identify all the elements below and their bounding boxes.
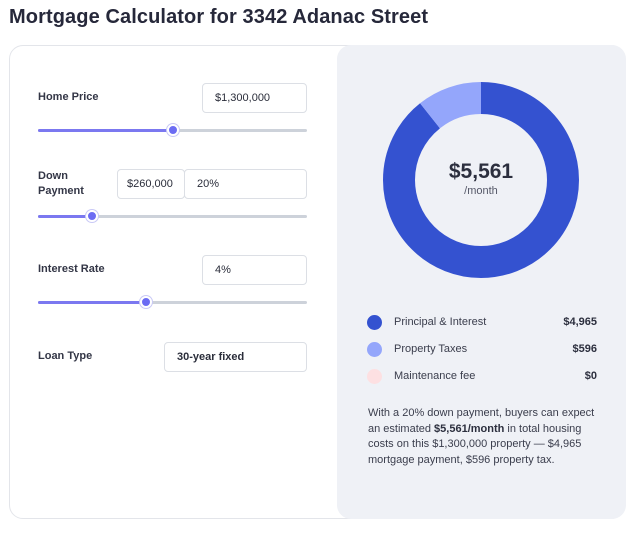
interest-rate-slider[interactable] bbox=[38, 296, 307, 308]
principal-legend-value: $4,965 bbox=[563, 316, 597, 328]
principal-legend-dot bbox=[367, 315, 382, 330]
summary-text-highlight: $5,561/month bbox=[434, 422, 505, 435]
legend-item-property-taxes: Property Taxes $596 bbox=[367, 342, 597, 358]
loan-type-label: Loan Type bbox=[38, 350, 93, 362]
summary-text-part1: With a 20% down payment, buyers can expe… bbox=[368, 407, 595, 435]
down-payment-slider[interactable] bbox=[38, 210, 307, 222]
maintenance-legend-value: $0 bbox=[584, 370, 597, 382]
down-payment-label: Down Payment bbox=[38, 169, 84, 199]
payment-summary-text: With a 20% down payment, buyers can expe… bbox=[368, 406, 602, 468]
home-price-slider[interactable] bbox=[38, 124, 307, 136]
legend-item-principal: Principal & Interest $4,965 bbox=[367, 315, 597, 331]
payment-donut-chart bbox=[383, 82, 579, 278]
down-payment-label-line1: Down bbox=[38, 170, 68, 182]
page-title: Mortgage Calculator for 3342 Adanac Stre… bbox=[9, 6, 429, 28]
maintenance-legend-dot bbox=[367, 369, 382, 384]
taxes-legend-value: $596 bbox=[572, 343, 597, 355]
monthly-payment-period: /month bbox=[464, 185, 498, 197]
maintenance-legend-label: Maintenance fee bbox=[394, 370, 476, 382]
loan-type-select[interactable]: 30-year fixed bbox=[164, 342, 307, 372]
summary-text-part2: in total housing costs on this $1,300,00… bbox=[368, 422, 582, 466]
summary-panel bbox=[337, 45, 626, 519]
legend-item-maintenance-fee: Maintenance fee $0 bbox=[367, 369, 597, 385]
down-payment-label-line2: Payment bbox=[38, 185, 84, 197]
down-payment-amount-input[interactable]: $260,000 bbox=[117, 169, 185, 199]
interest-rate-slider-handle[interactable] bbox=[139, 296, 152, 308]
down-payment-percent-input[interactable]: 20% bbox=[184, 169, 307, 199]
home-price-slider-handle[interactable] bbox=[166, 124, 179, 136]
taxes-legend-dot bbox=[367, 342, 382, 357]
interest-rate-label: Interest Rate bbox=[38, 263, 105, 275]
interest-rate-slider-fill bbox=[38, 301, 146, 304]
principal-legend-label: Principal & Interest bbox=[394, 316, 487, 328]
home-price-label: Home Price bbox=[38, 91, 99, 103]
home-price-input[interactable]: $1,300,000 bbox=[202, 83, 307, 113]
home-price-slider-fill bbox=[38, 129, 173, 132]
donut-segment-property-taxes bbox=[383, 82, 579, 278]
down-payment-slider-handle[interactable] bbox=[85, 210, 98, 222]
taxes-legend-label: Property Taxes bbox=[394, 343, 468, 355]
interest-rate-input[interactable]: 4% bbox=[202, 255, 307, 285]
donut-center: $5,561 /month bbox=[383, 160, 579, 197]
down-payment-slider-fill bbox=[38, 215, 92, 218]
monthly-payment-amount: $5,561 bbox=[448, 160, 514, 183]
